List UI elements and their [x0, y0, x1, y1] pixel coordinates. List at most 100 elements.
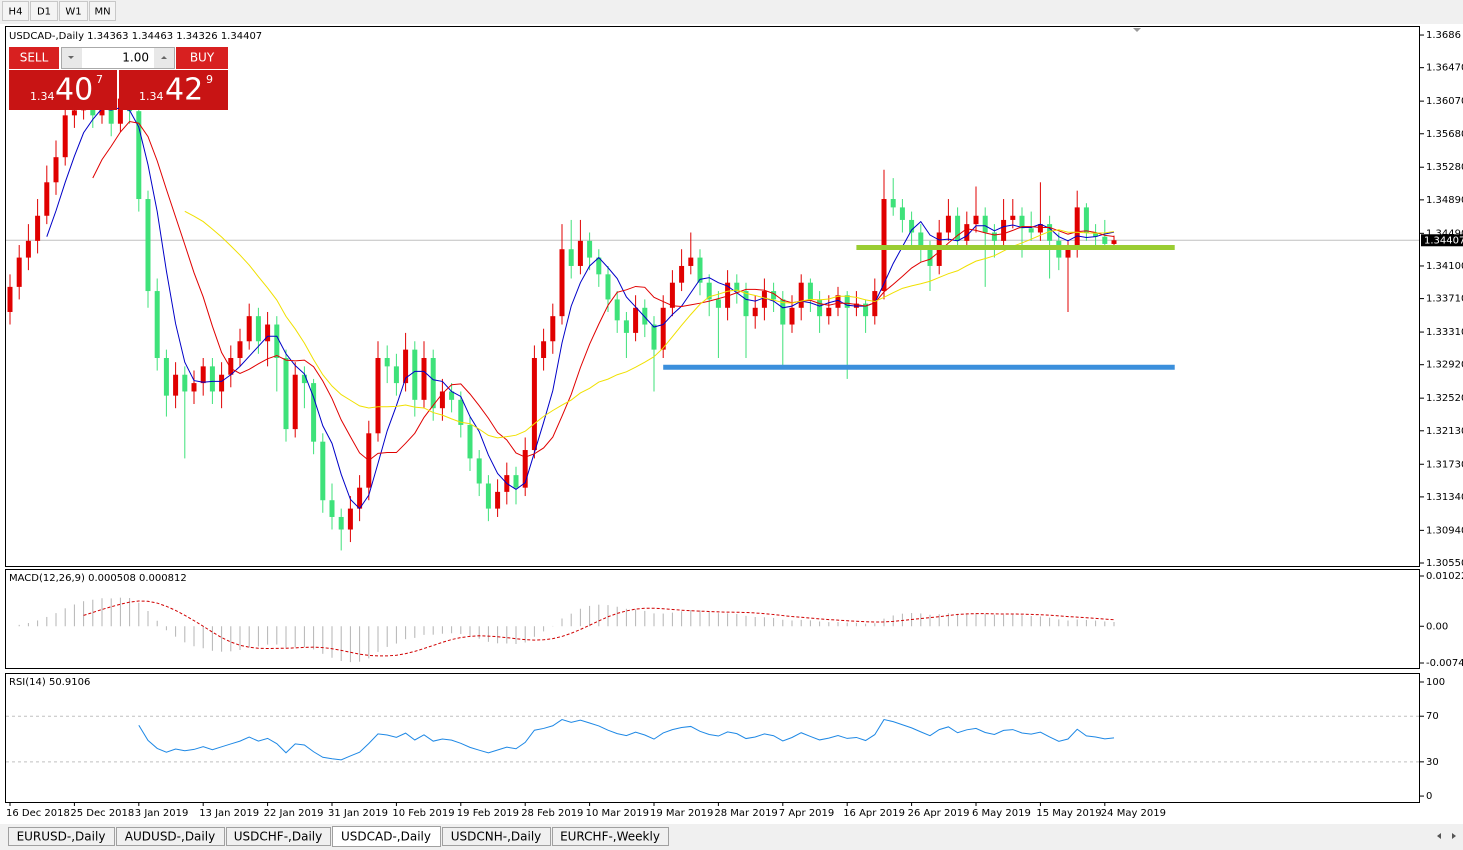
- candle-body: [899, 207, 905, 220]
- candle-body: [1001, 219, 1007, 241]
- candle-body: [209, 366, 215, 392]
- candle-body: [697, 257, 703, 283]
- ask-big: 1.34: [139, 90, 164, 103]
- trade-panel: SELL 1.00 BUY 1.34 40 7 1.34 42 9: [9, 47, 228, 110]
- ohlc-close: 1.34407: [221, 31, 262, 42]
- candle-body: [412, 349, 418, 400]
- candle-body: [154, 291, 160, 358]
- candle-body: [246, 316, 252, 342]
- arrow-icon: [161, 56, 167, 59]
- candle-body: [541, 341, 547, 358]
- volume-box[interactable]: [61, 47, 175, 69]
- candle-body: [734, 282, 740, 292]
- candle-body: [467, 424, 473, 459]
- y-tick-label: 0.010229: [1426, 571, 1463, 582]
- candle-body: [320, 441, 326, 501]
- x-tick-label: 25 Dec 2018: [70, 808, 134, 819]
- y-tick-label: 1.33710: [1426, 294, 1463, 305]
- tab-label: EURCHF-,Weekly: [560, 830, 660, 844]
- tab[interactable]: [8, 827, 115, 846]
- tab[interactable]: [332, 826, 441, 847]
- volume-value: 1.00: [122, 51, 149, 65]
- tab[interactable]: [116, 827, 225, 846]
- candle-body: [964, 224, 970, 241]
- y-tick-label: 1.36470: [1426, 63, 1463, 74]
- candle-body: [283, 357, 289, 430]
- candle-body: [7, 286, 13, 312]
- candle-body: [688, 257, 694, 266]
- timeframe-button[interactable]: [89, 1, 116, 21]
- ask-box[interactable]: [119, 70, 228, 110]
- candle-body: [301, 374, 307, 384]
- y-tick-label: 1.34490: [1426, 228, 1463, 239]
- candle-body: [292, 374, 298, 430]
- candle-body: [357, 487, 363, 509]
- tab[interactable]: [552, 827, 669, 846]
- x-tick-label: 6 May 2019: [972, 808, 1031, 819]
- x-tick-label: 26 Apr 2019: [908, 808, 970, 819]
- candle-body: [1102, 236, 1108, 244]
- candle-body: [136, 111, 142, 200]
- candle-body: [835, 295, 841, 308]
- candle-body: [35, 215, 41, 241]
- y-tick-label: 1.3686: [1426, 30, 1461, 41]
- candle-body: [679, 265, 685, 283]
- y-tick-label: 1.30940: [1426, 525, 1463, 536]
- timeframe-button[interactable]: [2, 1, 29, 21]
- candle-body: [817, 299, 823, 317]
- ask-pips: 42: [165, 73, 203, 108]
- candle-body: [973, 215, 979, 225]
- macd-title: MACD(12,26,9) 0.000508 0.000812: [9, 573, 187, 584]
- candle-body: [338, 516, 344, 530]
- candle-body: [651, 324, 657, 350]
- candle-body: [614, 299, 620, 321]
- candle-body: [872, 291, 878, 317]
- x-tick-label: 19 Mar 2019: [650, 808, 713, 819]
- bid-box[interactable]: [9, 70, 117, 110]
- candle-body: [909, 219, 915, 233]
- x-tick-label: 28 Feb 2019: [521, 808, 583, 819]
- candle-body: [16, 257, 22, 287]
- buy-button[interactable]: [176, 47, 228, 69]
- candle-body: [25, 240, 31, 258]
- candle-body: [513, 475, 519, 488]
- x-tick-label: 10 Feb 2019: [392, 808, 454, 819]
- candle-body: [485, 483, 491, 509]
- timeframe-button[interactable]: [59, 1, 88, 21]
- sell-button[interactable]: [9, 47, 59, 69]
- candle-body: [522, 450, 528, 488]
- y-tick-label: -0.007477: [1426, 658, 1463, 669]
- candle-body: [1093, 232, 1099, 237]
- candle-body: [991, 232, 997, 241]
- bid-pips: 40: [55, 73, 93, 108]
- candle-body: [826, 307, 832, 317]
- candle-body: [605, 274, 611, 300]
- timeframe-button[interactable]: [30, 1, 58, 21]
- candle-body: [219, 374, 225, 392]
- shift-marker: [1133, 28, 1141, 32]
- candle-body: [237, 341, 243, 358]
- rsi-layer: [6, 715, 1419, 763]
- candle-body: [117, 98, 123, 124]
- candle-body: [108, 102, 114, 124]
- candle-body: [789, 307, 795, 325]
- candle-body: [1019, 215, 1025, 229]
- timeframe-label: H4: [9, 7, 23, 18]
- candle-body: [1028, 228, 1034, 233]
- candle-body: [495, 491, 501, 509]
- x-tick-label: 7 Apr 2019: [779, 808, 834, 819]
- candle-body: [1047, 224, 1053, 241]
- x-tick-label: 24 May 2019: [1101, 808, 1166, 819]
- candle-body: [182, 374, 188, 392]
- candle-body: [559, 249, 565, 317]
- tab-label: USDCHF-,Daily: [234, 830, 322, 844]
- y-tick-label: 1.30550: [1426, 558, 1463, 569]
- x-tick-label: 22 Jan 2019: [264, 808, 324, 819]
- candle-body: [623, 320, 629, 333]
- tab-label: USDCAD-,Daily: [341, 830, 431, 844]
- candle-body: [200, 366, 206, 384]
- tab[interactable]: [226, 827, 331, 846]
- tab[interactable]: [442, 827, 551, 846]
- moving-average: [184, 210, 1115, 439]
- candle-body: [844, 295, 850, 308]
